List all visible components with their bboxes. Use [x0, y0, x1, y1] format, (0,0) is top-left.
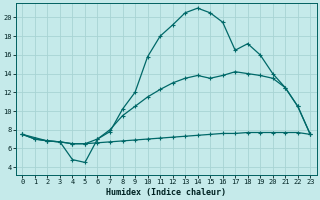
X-axis label: Humidex (Indice chaleur): Humidex (Indice chaleur): [106, 188, 226, 197]
